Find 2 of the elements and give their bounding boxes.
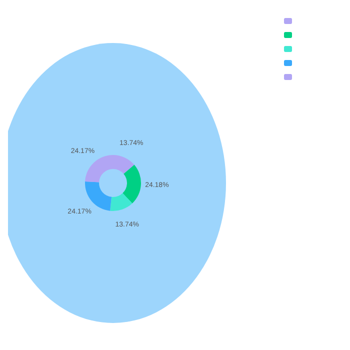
donut-slice [122,164,141,204]
donut-slice [110,193,132,211]
